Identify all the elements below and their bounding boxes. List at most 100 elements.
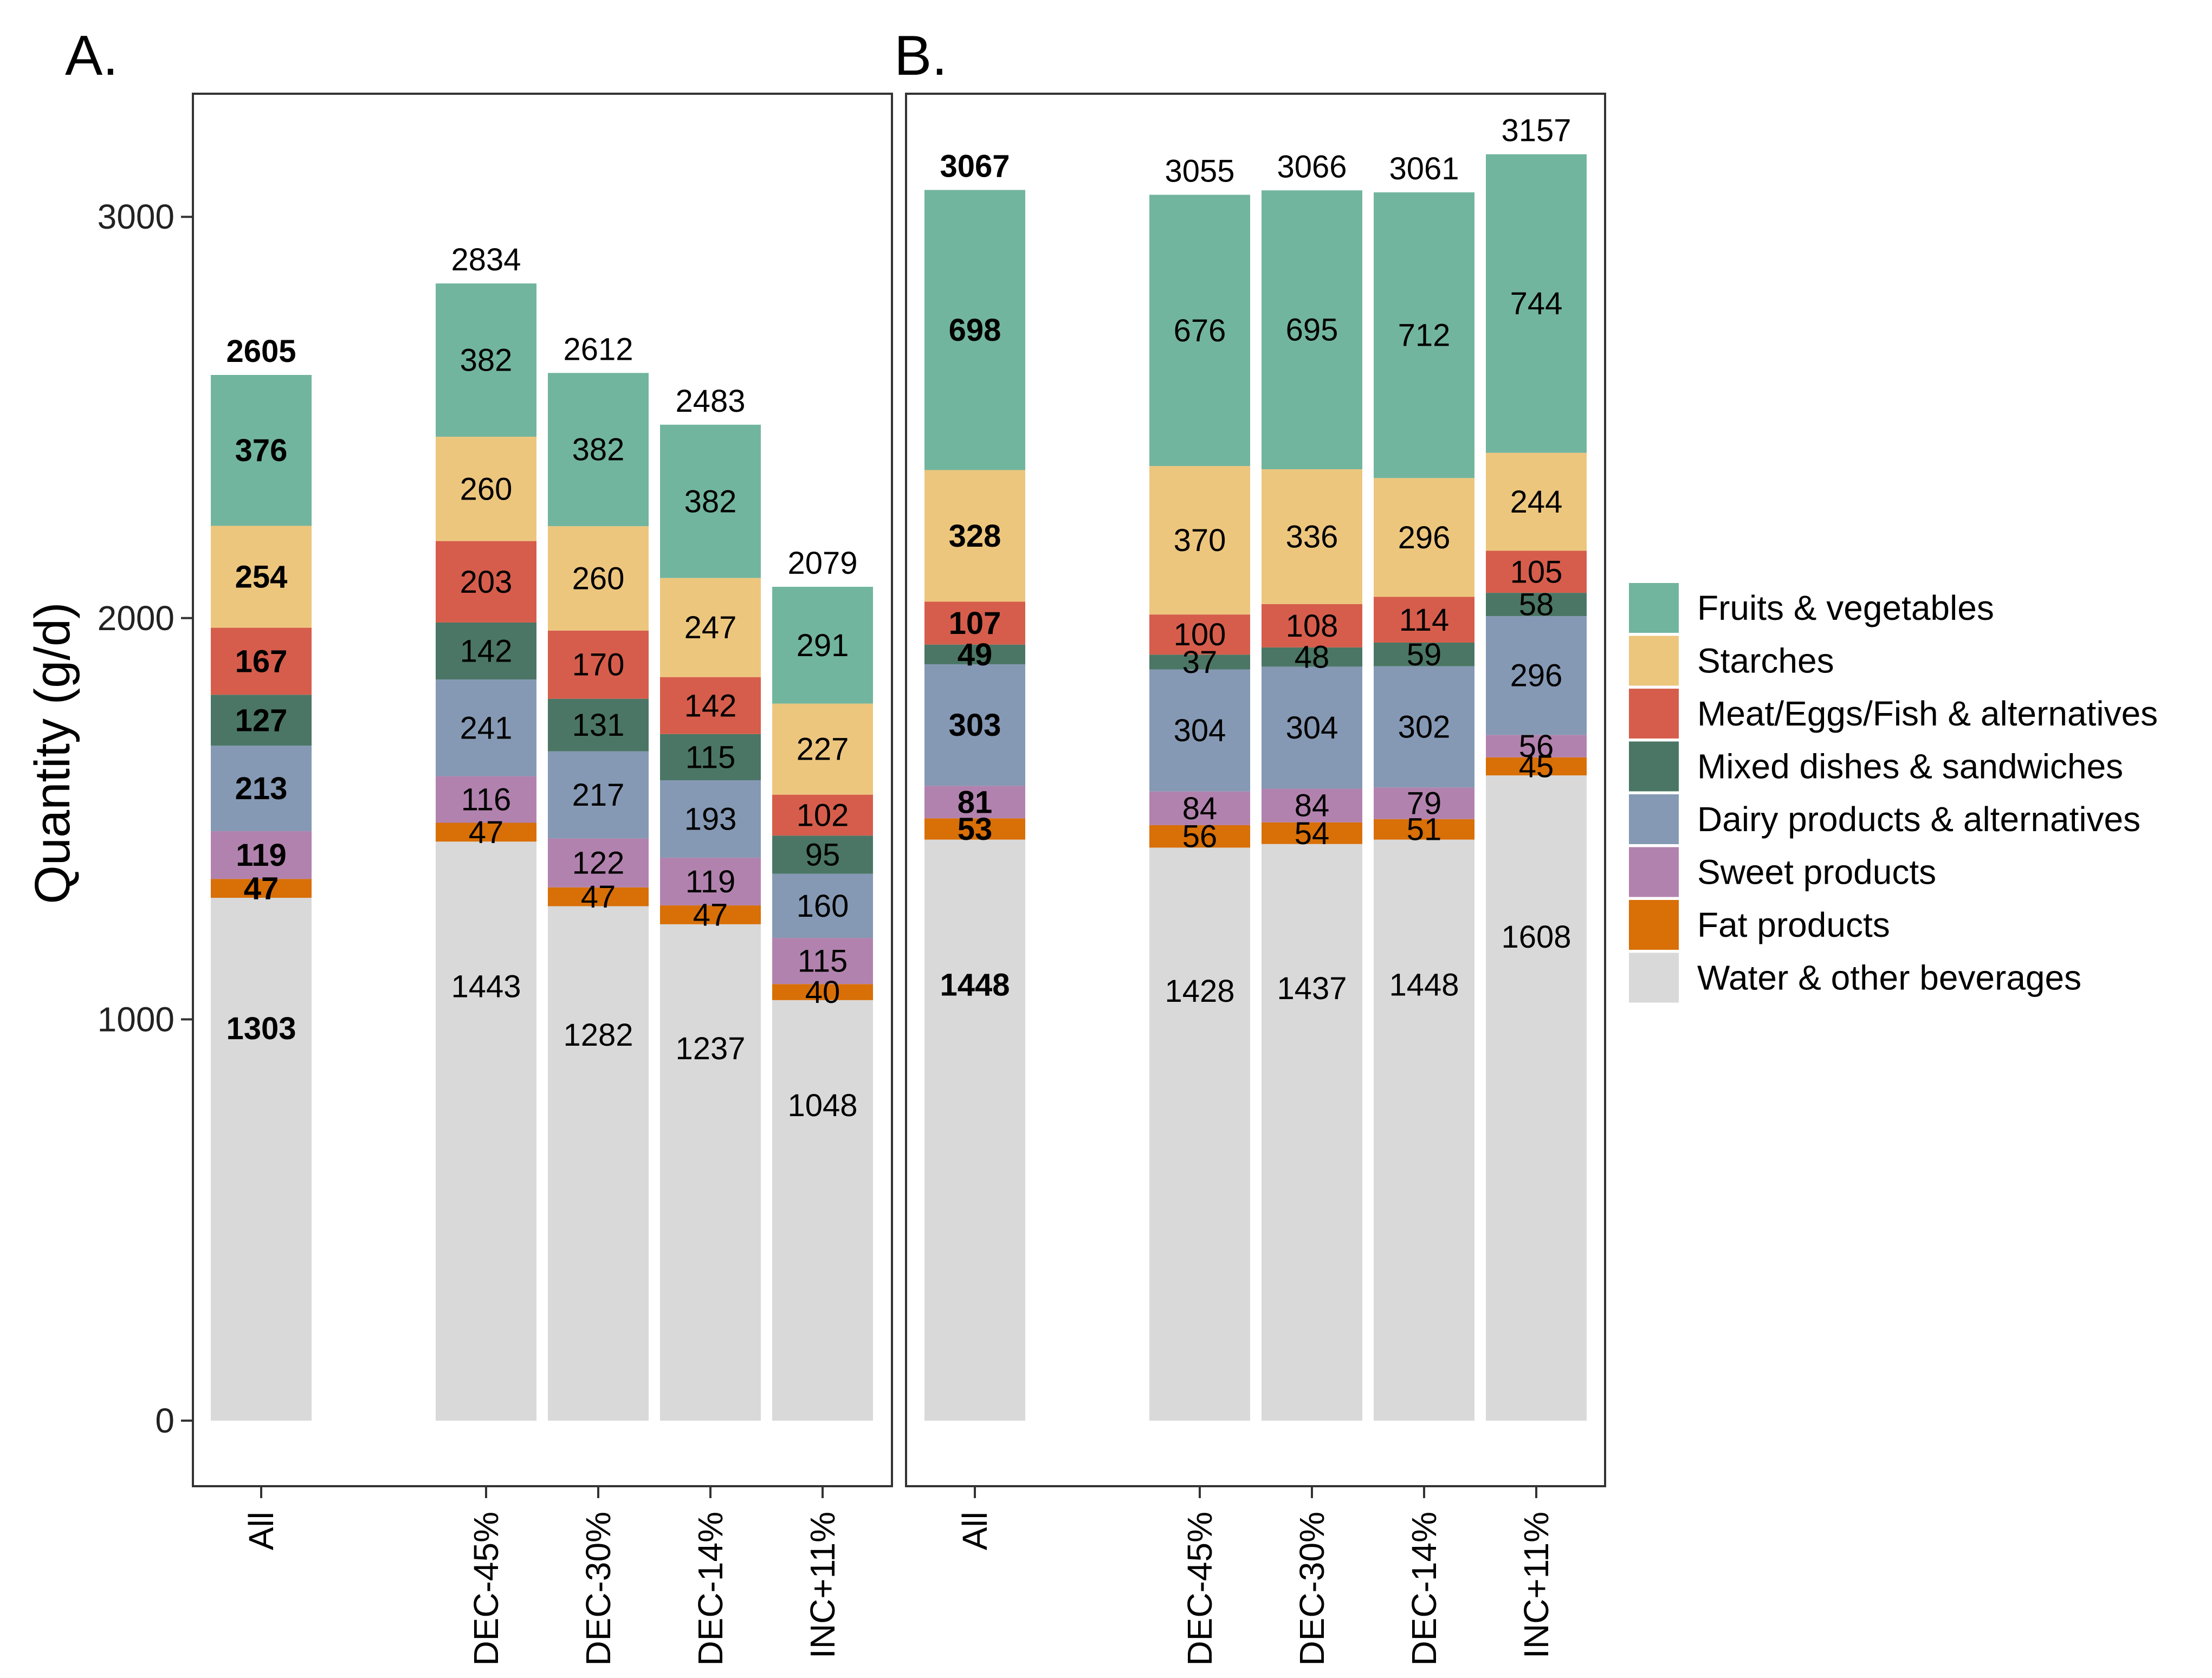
segment-value-label: 59 — [1407, 637, 1442, 672]
bar-segment — [211, 879, 312, 898]
segment-value-label: 260 — [572, 561, 625, 596]
segment-value-label: 142 — [460, 634, 513, 669]
bar-segment — [660, 924, 761, 1421]
segment-value-label: 336 — [1286, 519, 1338, 554]
bar-segment — [1374, 192, 1474, 478]
segment-value-label: 744 — [1510, 286, 1563, 321]
segment-value-label: 84 — [1295, 788, 1330, 824]
segment-value-label: 1303 — [226, 1011, 296, 1046]
bar-segment — [772, 938, 873, 984]
bar-segment — [436, 622, 536, 680]
y-tick-label: 0 — [155, 1401, 174, 1440]
total-value-label: 3061 — [1389, 151, 1459, 186]
bar-segment — [1149, 614, 1250, 655]
category-label: All — [242, 1512, 281, 1550]
bar-segment — [548, 887, 649, 906]
segment-value-label: 114 — [1399, 602, 1449, 638]
bar-segment — [211, 526, 312, 628]
segment-value-label: 376 — [235, 433, 288, 468]
y-tick-label: 2000 — [98, 599, 174, 638]
segment-value-label: 203 — [460, 565, 513, 600]
bar-segment — [924, 470, 1025, 602]
bar-segment — [1374, 597, 1474, 643]
segment-value-label: 49 — [958, 637, 993, 672]
segment-value-label: 1448 — [940, 968, 1010, 1003]
bar-segment — [1262, 604, 1362, 647]
bar-segment — [548, 630, 649, 699]
bar-segment — [1262, 666, 1362, 789]
segment-value-label: 40 — [805, 975, 840, 1010]
y-tick-label: 3000 — [98, 197, 174, 236]
bar-segment — [1149, 847, 1250, 1421]
bar-segment — [211, 627, 312, 695]
bar-segment — [211, 831, 312, 879]
segment-value-label: 119 — [685, 864, 735, 899]
segment-value-label: 79 — [1407, 786, 1442, 821]
bar-segment — [1486, 550, 1587, 593]
legend-label: Fruits & vegetables — [1697, 588, 1994, 627]
segment-value-label: 296 — [1510, 658, 1563, 694]
legend-label: Fat products — [1697, 905, 1890, 944]
panel-letter: A. — [65, 24, 118, 87]
legend-item: Mixed dishes & sandwiches — [1629, 741, 2123, 792]
segment-value-label: 54 — [1295, 816, 1330, 851]
bar-segment — [548, 373, 649, 527]
segment-value-label: 698 — [949, 313, 1001, 348]
segment-value-label: 244 — [1510, 484, 1563, 520]
bar-segment — [660, 734, 761, 781]
legend-swatch — [1629, 953, 1679, 1003]
segment-value-label: 328 — [949, 519, 1001, 554]
legend-item: Meat/Eggs/Fish & alternatives — [1629, 689, 2158, 738]
segment-value-label: 304 — [1174, 713, 1226, 748]
bar-segment — [436, 776, 536, 823]
segment-value-label: 217 — [572, 778, 625, 813]
bar-segment — [211, 897, 312, 1421]
bar-segment — [436, 679, 536, 776]
bar-segment — [924, 644, 1025, 664]
segment-value-label: 56 — [1182, 819, 1218, 854]
segment-value-label: 51 — [1407, 812, 1442, 847]
bar-segment — [548, 906, 649, 1421]
bar-segment — [436, 841, 536, 1421]
bar-segment — [211, 746, 312, 832]
bar-segment — [772, 984, 873, 1000]
bar-segment — [1149, 669, 1250, 792]
bar-segment — [1486, 775, 1587, 1421]
bar-segment — [1374, 819, 1474, 840]
legend-item: Starches — [1629, 636, 1834, 686]
segment-value-label: 291 — [797, 628, 849, 663]
segment-value-label: 107 — [949, 606, 1001, 641]
bar-segment — [1262, 844, 1362, 1421]
segment-value-label: 105 — [1510, 554, 1563, 589]
category-label: DEC-45% — [467, 1512, 506, 1666]
segment-value-label: 115 — [798, 944, 848, 979]
bar-segment — [1374, 642, 1474, 666]
legend-label: Water & other beverages — [1697, 958, 2081, 997]
segment-value-label: 160 — [797, 889, 849, 924]
panel-a: A.1303471192131271672543762605All1443471… — [65, 24, 893, 1666]
bar-segment — [924, 601, 1025, 645]
segment-value-label: 1608 — [1501, 919, 1571, 955]
segment-value-label: 247 — [684, 610, 737, 645]
legend-swatch — [1629, 583, 1679, 633]
segment-value-label: 100 — [1174, 617, 1226, 652]
total-value-label: 2834 — [451, 242, 521, 277]
y-axis: 0 1000 2000 3000 Quantity (g/d) — [25, 197, 193, 1440]
segment-value-label: 296 — [1398, 520, 1451, 555]
bar-segment — [1374, 666, 1474, 788]
total-value-label: 3066 — [1277, 149, 1347, 184]
bar-segment — [548, 698, 649, 751]
bar-segment — [548, 838, 649, 887]
bar-segment — [548, 526, 649, 631]
segment-value-label: 260 — [460, 471, 513, 507]
legend-label: Starches — [1697, 642, 1834, 681]
total-value-label: 2079 — [787, 546, 857, 581]
y-tick-label: 1000 — [98, 1000, 174, 1039]
legend-swatch — [1629, 741, 1679, 792]
bar-segment — [660, 578, 761, 677]
legend-item: Water & other beverages — [1629, 953, 2081, 1003]
segment-value-label: 1443 — [451, 969, 521, 1004]
segment-value-label: 102 — [797, 798, 849, 833]
bar-segment — [772, 835, 873, 874]
